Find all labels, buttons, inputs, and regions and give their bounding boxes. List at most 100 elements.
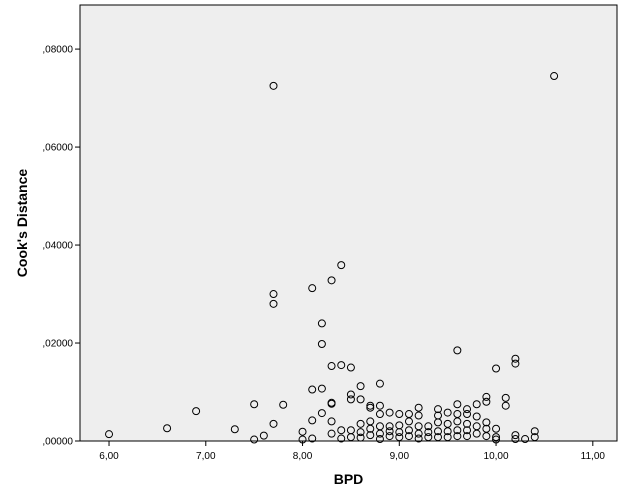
data-point — [346, 390, 355, 399]
data-point — [356, 382, 365, 391]
y-tick-label: ,06000 — [42, 143, 73, 154]
data-point — [424, 422, 433, 431]
data-point — [105, 430, 114, 439]
data-point — [375, 429, 384, 438]
data-point — [327, 276, 336, 285]
data-point — [492, 433, 501, 442]
x-axis-title: BPD — [334, 471, 364, 487]
x-tick-label: 11,00 — [581, 451, 606, 462]
data-point — [337, 434, 346, 443]
data-point — [443, 408, 452, 417]
data-point — [404, 426, 413, 435]
data-point — [375, 435, 384, 444]
data-point — [308, 385, 317, 394]
data-point — [356, 419, 365, 428]
data-point — [453, 346, 462, 355]
data-point — [463, 426, 472, 435]
data-point — [424, 428, 433, 437]
data-point — [463, 432, 472, 441]
data-point — [453, 432, 462, 441]
data-point — [434, 405, 442, 414]
data-point — [385, 422, 394, 431]
data-point — [463, 410, 472, 419]
data-point — [482, 397, 491, 406]
data-point — [434, 427, 442, 436]
data-point — [395, 428, 404, 437]
data-point — [521, 435, 530, 444]
data-point — [501, 393, 510, 402]
data-point — [327, 417, 336, 426]
x-tick-label: 7,00 — [196, 451, 216, 462]
data-point — [511, 435, 520, 444]
plot-area — [79, 4, 618, 442]
data-point — [269, 299, 278, 308]
data-point — [550, 72, 559, 81]
data-point — [375, 410, 384, 419]
data-point — [414, 429, 423, 438]
data-point — [463, 405, 472, 414]
data-point — [327, 399, 336, 408]
data-point — [356, 395, 365, 404]
data-point — [259, 431, 268, 440]
data-point — [404, 417, 413, 426]
data-point — [395, 410, 404, 419]
data-point — [366, 401, 375, 410]
data-point — [492, 435, 501, 444]
data-point — [511, 354, 520, 363]
data-point — [375, 379, 384, 388]
data-point — [308, 416, 317, 425]
data-point — [230, 425, 239, 434]
data-point — [414, 403, 423, 412]
data-point — [356, 433, 365, 442]
data-point — [317, 384, 326, 393]
data-point — [366, 424, 375, 433]
data-point — [511, 359, 520, 368]
data-point — [327, 429, 336, 438]
data-point — [346, 433, 355, 442]
data-point — [269, 81, 278, 90]
data-point — [346, 363, 355, 372]
data-point — [308, 284, 317, 293]
data-point — [395, 433, 404, 442]
data-point — [269, 419, 278, 428]
x-axis: 6,00 7,00 8,00 9,00 10,00 11,00 — [99, 441, 605, 462]
data-point — [385, 408, 394, 417]
x-tick-label: 9,00 — [390, 451, 410, 462]
data-point — [472, 412, 481, 421]
data-point — [385, 432, 394, 441]
data-point — [492, 424, 501, 433]
data-point — [482, 418, 491, 427]
data-point — [463, 419, 472, 428]
data-point — [250, 435, 259, 444]
data-point — [404, 432, 413, 441]
data-points — [105, 72, 559, 444]
data-point — [501, 401, 510, 410]
data-point — [482, 432, 491, 441]
y-axis-title: Cook's Distance — [14, 169, 30, 278]
data-point — [163, 424, 172, 433]
data-point — [337, 361, 346, 370]
data-point — [337, 261, 346, 270]
data-point — [453, 426, 462, 435]
data-point — [327, 362, 336, 371]
data-point — [317, 409, 326, 418]
data-point — [424, 433, 433, 442]
data-point — [279, 400, 288, 409]
data-point — [366, 431, 375, 440]
x-tick-label: 10,00 — [484, 451, 509, 462]
data-point — [366, 403, 375, 412]
y-tick-label: ,04000 — [42, 241, 73, 252]
data-point — [192, 407, 201, 416]
data-point — [337, 426, 346, 435]
data-point — [317, 319, 326, 328]
data-point — [269, 290, 278, 299]
data-point — [346, 395, 355, 404]
y-tick-label: ,02000 — [42, 339, 73, 350]
data-point — [298, 427, 307, 436]
data-point — [250, 400, 259, 409]
data-point — [385, 427, 394, 436]
data-point — [472, 429, 481, 438]
data-point — [453, 417, 462, 426]
data-point — [511, 431, 520, 440]
